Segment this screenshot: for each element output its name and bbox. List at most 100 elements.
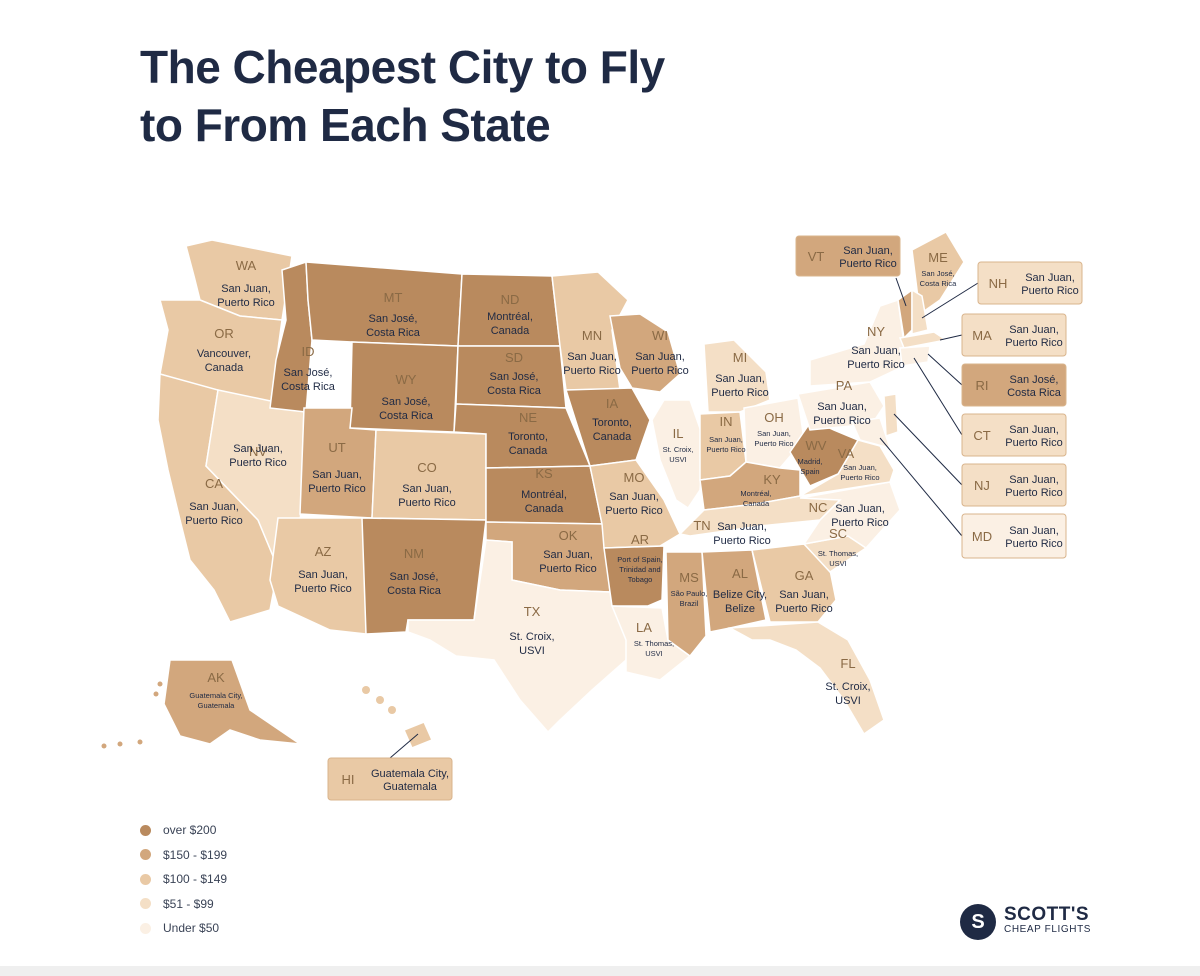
state-abbr-nm: NM: [404, 546, 424, 561]
state-city-mt: San José,: [369, 313, 418, 325]
state-city-az: San Juan,: [298, 569, 348, 581]
callout-ri: RI San José,Costa Rica: [927, 353, 1067, 407]
state-city-sd: San José,: [490, 371, 539, 383]
brand-logo: S SCOTT'S CHEAP FLIGHTS: [960, 904, 1091, 940]
state-city-va: San Juan,: [843, 463, 877, 472]
callout-city-nj: Puerto Rico: [1005, 487, 1062, 499]
state-abbr-ak: AK: [207, 670, 225, 685]
callout-leader-line: [913, 357, 963, 436]
state-abbr-mo: MO: [624, 470, 645, 485]
state-ny: [809, 299, 905, 387]
state-city-ak: Guatemala: [198, 701, 236, 710]
callout-city-ma: Puerto Rico: [1005, 337, 1062, 349]
state-city-me: San José,: [921, 269, 954, 278]
callout-city-md: Puerto Rico: [1005, 538, 1062, 550]
state-la: [610, 605, 692, 681]
state-city-ny: San Juan,: [851, 345, 901, 357]
legend-label: over $200: [163, 823, 217, 838]
callout-city-vt: Puerto Rico: [839, 258, 896, 270]
alaska-island: [101, 743, 107, 749]
callout-leader-line: [893, 413, 963, 486]
state-city-ak: Guatemala City,: [189, 691, 242, 700]
callout-abbr-ct: CT: [973, 428, 990, 443]
legend: over $200 $150 - $199 $100 - $149 $51 - …: [140, 818, 227, 941]
state-city-fl: USVI: [835, 695, 861, 707]
state-city-sc: St. Thomas,: [818, 549, 858, 558]
page-title: The Cheapest City to Fly to From Each St…: [140, 38, 665, 154]
state-pa: [797, 381, 885, 431]
legend-swatch: [140, 849, 151, 861]
state-abbr-wy: WY: [396, 372, 417, 387]
state-abbr-ar: AR: [631, 532, 649, 547]
callout-box: [961, 413, 1067, 457]
state-abbr-il: IL: [673, 426, 684, 441]
state-abbr-tx: TX: [524, 604, 541, 619]
callout-abbr-nj: NJ: [974, 478, 990, 493]
state-abbr-ny: NY: [867, 324, 885, 339]
state-md: [850, 417, 892, 450]
state-al: [701, 549, 767, 633]
callout-city-vt: San Juan,: [843, 245, 893, 257]
state-abbr-va: VA: [838, 446, 855, 461]
legend-label: $51 - $99: [163, 896, 214, 911]
state-ar: [603, 545, 665, 607]
state-city-me: Costa Rica: [920, 279, 958, 288]
state-city-nd: Montréal,: [487, 311, 533, 323]
state-fl: [727, 621, 885, 736]
callout-hi: HI Guatemala City,Guatemala: [327, 733, 453, 801]
state-city-ut: San Juan,: [312, 469, 362, 481]
state-city-mt: Costa Rica: [366, 327, 421, 339]
state-city-mn: San Juan,: [567, 351, 617, 363]
hawaii-island: [376, 696, 384, 704]
callout-leader-line: [939, 334, 963, 341]
state-city-la: St. Thomas,: [634, 639, 674, 648]
state-ak: [163, 659, 301, 745]
state-shapes: [157, 231, 965, 749]
state-city-in: Puerto Rico: [706, 445, 745, 454]
state-city-mo: San Juan,: [609, 491, 659, 503]
state-city-nv: Puerto Rico: [229, 457, 286, 469]
state-city-il: St. Croix,: [663, 445, 694, 454]
legend-swatch: [140, 922, 151, 934]
state-city-ok: Puerto Rico: [539, 563, 596, 575]
state-city-nv: San Juan,: [233, 443, 283, 455]
state-ctri: [899, 345, 931, 367]
state-city-ga: Puerto Rico: [775, 603, 832, 615]
state-abbr-fl: FL: [840, 656, 855, 671]
state-city-ar: Port of Spain,: [617, 555, 662, 564]
legend-item-51-99: $51 - $99: [140, 892, 227, 917]
state-abbr-nv: NV: [249, 444, 267, 459]
state-abbr-sd: SD: [505, 350, 523, 365]
state-abbr-az: AZ: [315, 544, 332, 559]
state-city-nm: Costa Rica: [387, 585, 442, 597]
callout-leader-line: [879, 437, 963, 537]
hawaii-island: [362, 686, 370, 694]
state-abbr-mt: MT: [384, 290, 403, 305]
islands: [101, 681, 396, 749]
callout-city-ct: Puerto Rico: [1005, 437, 1062, 449]
state-city-ne: Toronto,: [508, 431, 548, 443]
callout-city-md: San Juan,: [1009, 525, 1059, 537]
state-city-or: Canada: [205, 362, 244, 374]
callout-leader-line: [895, 277, 907, 307]
callout-leader-line: [389, 733, 419, 759]
state-city-mi: San Juan,: [715, 373, 765, 385]
state-city-ky: Montréal,: [740, 489, 771, 498]
state-city-nc: Puerto Rico: [831, 517, 888, 529]
state-city-nc: San Juan,: [835, 503, 885, 515]
state-city-ny: Puerto Rico: [847, 359, 904, 371]
state-il: [651, 399, 705, 510]
state-abbr-la: LA: [636, 620, 652, 635]
callout-box: [961, 313, 1067, 357]
state-city-fl: St. Croix,: [825, 681, 870, 693]
state-city-wy: Costa Rica: [379, 410, 434, 422]
state-city-ms: São Paulo,: [671, 589, 708, 598]
callout-abbr-vt: VT: [808, 249, 825, 264]
state-abbr-id: ID: [302, 344, 315, 359]
state-abbr-ga: GA: [795, 568, 814, 583]
state-abbr-oh: OH: [764, 410, 784, 425]
state-nj: [883, 393, 899, 438]
callout-abbr-hi: HI: [342, 772, 355, 787]
state-abbr-sc: SC: [829, 526, 847, 541]
